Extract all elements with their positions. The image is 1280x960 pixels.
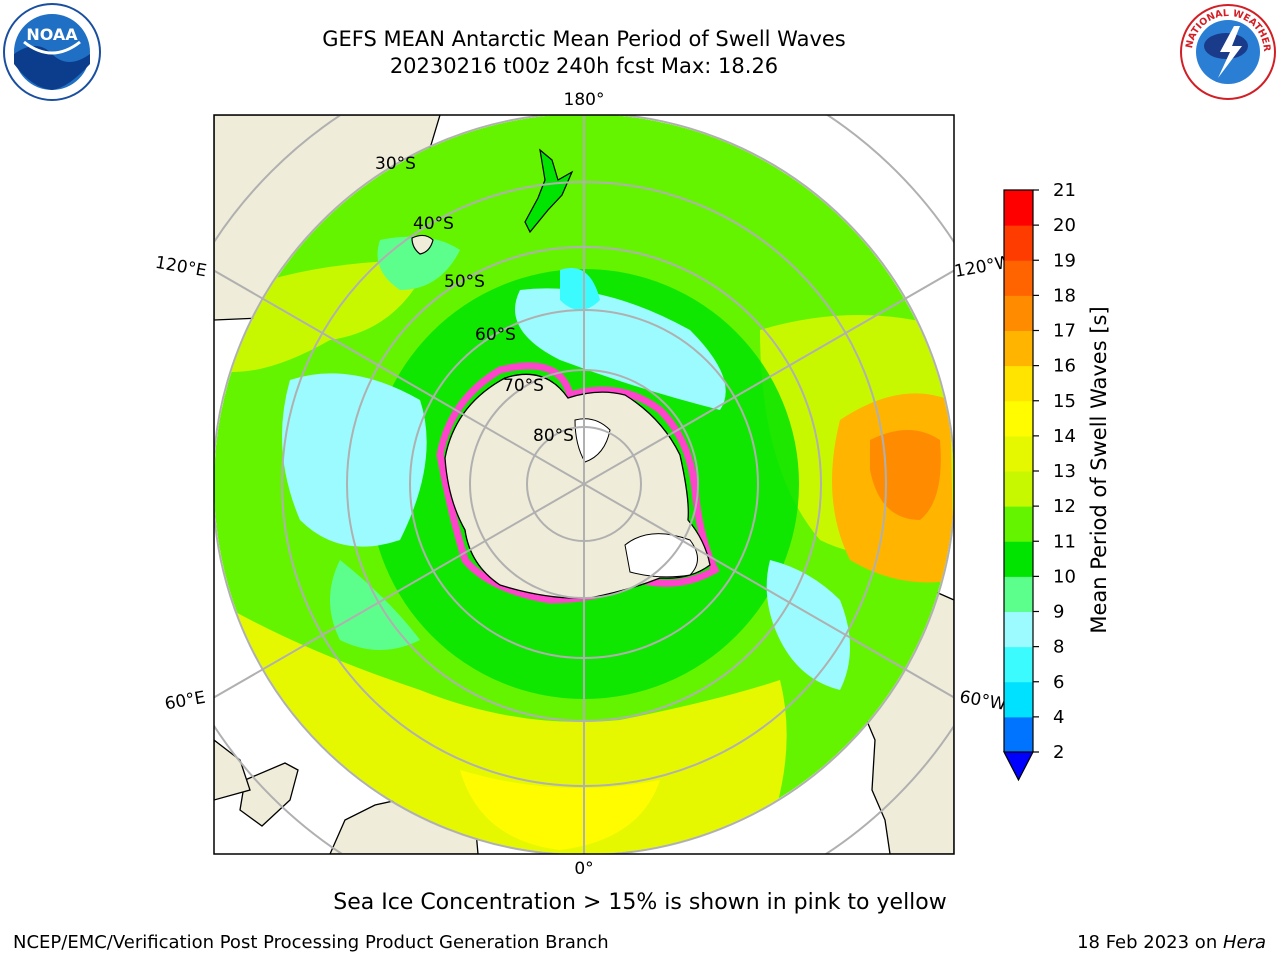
colorbar-tick-label: 18 <box>1053 285 1076 306</box>
latitude-labels: 30°S 40°S 50°S 60°S 70°S 80°S <box>375 154 574 446</box>
colorbar-segment <box>1004 225 1033 261</box>
chart-subtitle: 20230216 t00z 240h fcst Max: 18.26 <box>389 54 779 78</box>
colorbar-segment <box>1004 716 1033 753</box>
colorbar: 2 4 6 8 9 10 11 12 13 14 15 16 17 18 19 20 21 <box>1003 180 1076 782</box>
map-content <box>214 115 954 854</box>
colorbar-segment <box>1004 435 1033 472</box>
colorbar-segment <box>1004 541 1033 577</box>
colorbar-segment <box>1004 471 1033 507</box>
sea-ice-caption: Sea Ice Concentration > 15% is shown in … <box>333 890 947 915</box>
colorbar-segment <box>1004 295 1033 331</box>
colorbar-segment <box>1004 400 1033 437</box>
map-frame <box>213 114 955 855</box>
lat-label-80s: 80°S <box>533 426 574 446</box>
colorbar-tick-label: 14 <box>1053 426 1076 447</box>
colorbar-tick-label: 11 <box>1053 531 1076 552</box>
colorbar-tick-label: 13 <box>1053 461 1076 482</box>
colorbar-tick-label: 12 <box>1053 496 1076 517</box>
colorbar-segment <box>1004 260 1033 296</box>
noaa-logo-text: NOAA <box>26 25 78 44</box>
tasmania-land <box>411 234 434 255</box>
lat-label-70s: 70°S <box>503 376 544 396</box>
patagonia-tip-land <box>214 739 251 801</box>
colorbar-tick-label: 16 <box>1053 356 1076 377</box>
weddell-ice-shelf <box>624 533 698 578</box>
colorbar-segment <box>1004 611 1033 648</box>
colorbar-tick-label: 19 <box>1053 250 1076 271</box>
noaa-logo: NOAA <box>3 3 101 101</box>
footer-date: 18 Feb 2023 on Hera <box>1077 932 1266 953</box>
lat-label-40s: 40°S <box>413 214 454 234</box>
colorbar-segment <box>1004 190 1033 226</box>
colorbar-tick-label: 20 <box>1053 215 1076 236</box>
colorbar-segment <box>1004 646 1033 683</box>
colorbar-tick-label: 17 <box>1053 321 1076 342</box>
footer-host: Hera <box>1222 932 1266 953</box>
lat-label-50s: 50°S <box>444 272 485 292</box>
lon-label-60e: 60°E <box>163 688 207 715</box>
new-zealand-land <box>524 148 574 234</box>
colorbar-tick-label: 21 <box>1053 180 1076 201</box>
footer-credit: NCEP/EMC/Verification Post Processing Pr… <box>13 932 609 953</box>
colorbar-under-arrow <box>1003 751 1034 782</box>
colorbar-tick-label: 10 <box>1053 566 1076 587</box>
colorbar-tick-label: 6 <box>1053 672 1064 693</box>
colorbar-segment <box>1004 576 1033 612</box>
footer-date-text: 18 Feb 2023 on <box>1077 932 1223 953</box>
graticule <box>214 115 954 854</box>
lat-label-60s: 60°S <box>475 325 516 345</box>
colorbar-tick-label: 9 <box>1053 602 1064 623</box>
lat-label-30s: 30°S <box>375 154 416 174</box>
colorbar-tick-label: 8 <box>1053 637 1064 658</box>
colorbar-segment <box>1004 365 1033 402</box>
colorbar-tick-label: 15 <box>1053 391 1076 412</box>
colorbar-tick-label: 4 <box>1053 707 1064 728</box>
nws-logo: NATIONAL WEATHER SERVICE <box>1178 2 1276 100</box>
colorbar-segment <box>1004 330 1033 367</box>
colorbar-label: Mean Period of Swell Waves [s] <box>1087 306 1111 633</box>
lon-label-60w: 60°W <box>958 687 1008 715</box>
colorbar-tick-label: 2 <box>1053 742 1064 763</box>
lon-label-180: 180° <box>564 90 605 110</box>
chart-title: GEFS MEAN Antarctic Mean Period of Swell… <box>322 27 846 51</box>
meridian-60e-120w <box>214 269 954 699</box>
colorbar-segment <box>1004 506 1033 542</box>
lon-label-0: 0° <box>574 859 593 879</box>
colorbar-segment <box>1004 681 1033 718</box>
lon-label-120e: 120°E <box>154 253 208 282</box>
